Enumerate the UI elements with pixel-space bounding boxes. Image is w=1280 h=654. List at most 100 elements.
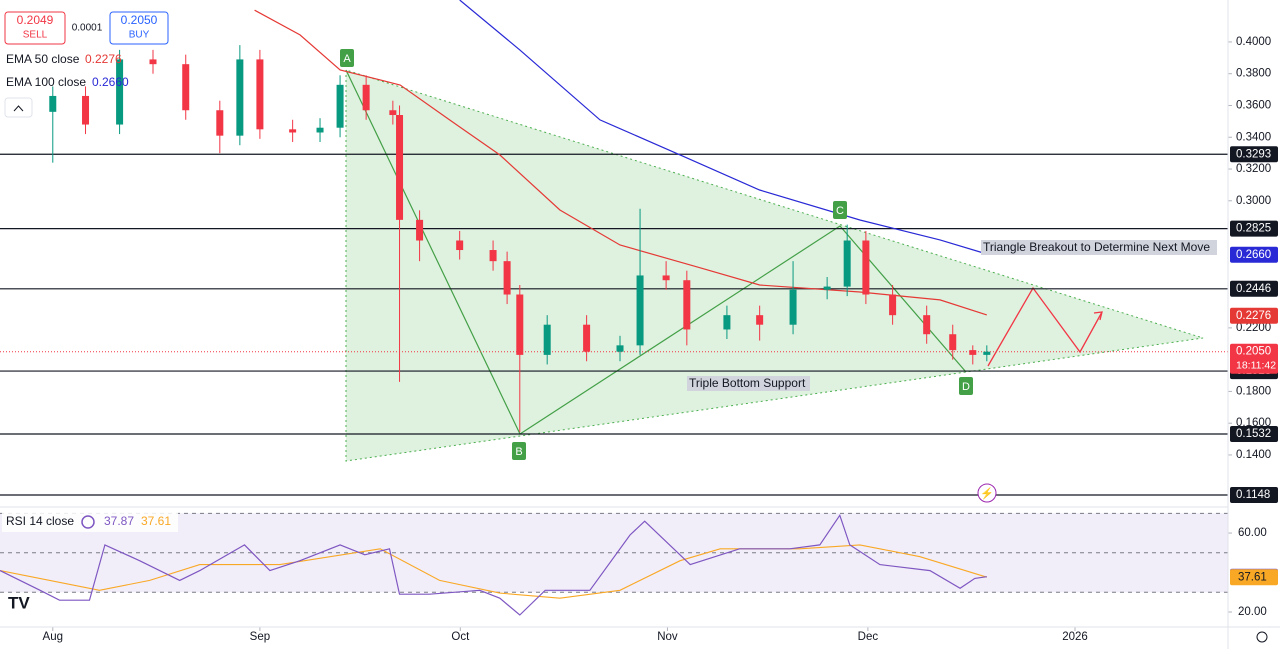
candle-body <box>616 345 624 352</box>
x-tick-label: Sep <box>250 631 270 643</box>
axis-label-box <box>1230 486 1278 503</box>
spread: 0.0001 <box>72 23 103 34</box>
candle-body <box>723 315 731 330</box>
axis-label-box <box>1230 569 1278 586</box>
candle-body <box>149 59 157 65</box>
pattern-point: B <box>515 446 522 458</box>
candle-body <box>182 64 190 111</box>
axis-label: 0.1532 <box>1236 428 1271 440</box>
ema-line <box>254 9 987 316</box>
axis-label: 0.2050 <box>1236 346 1271 358</box>
legend-name: EMA 100 close <box>6 75 86 89</box>
note-box <box>687 376 810 391</box>
event-icon[interactable] <box>977 483 997 503</box>
x-tick-label: Aug <box>43 631 63 643</box>
candle-body <box>756 315 764 325</box>
candle-body <box>82 95 90 125</box>
triangle-pattern <box>345 69 1204 462</box>
buy-button[interactable] <box>109 11 169 45</box>
candle-body <box>969 350 977 355</box>
event-icon-glyph[interactable]: ⚡ <box>980 487 994 500</box>
y-tick-label: 0.1800 <box>1236 385 1271 397</box>
collapse-button[interactable] <box>4 97 33 118</box>
buy-label[interactable]: BUY <box>129 30 150 41</box>
sell-label[interactable]: SELL <box>23 30 48 41</box>
candle-body <box>316 127 324 133</box>
rsi-icon[interactable] <box>81 515 95 529</box>
rsi-legend-bg <box>2 512 178 532</box>
pattern-point-box <box>833 201 847 219</box>
rsi-title: RSI 14 close <box>6 514 74 528</box>
pattern-point-box <box>512 442 526 460</box>
x-tick-label: Nov <box>657 631 678 643</box>
rsi-tick-label: 20.00 <box>1238 606 1267 618</box>
y-tick-label: 0.2200 <box>1236 322 1271 334</box>
projection-path <box>987 286 1103 367</box>
rsi-band <box>0 513 1228 593</box>
rsi-line <box>0 513 987 616</box>
rsi-tick-label: 60.00 <box>1238 527 1267 539</box>
pattern-point: D <box>962 381 970 393</box>
legend-value: 0.2276 <box>85 52 122 66</box>
candle-body <box>823 286 831 290</box>
candle-body <box>683 280 691 330</box>
y-tick-label: 0.3000 <box>1236 195 1271 207</box>
sell-price[interactable]: 0.2049 <box>17 13 54 27</box>
x-tick-label: 2026 <box>1062 631 1088 643</box>
collapse-icon[interactable] <box>13 105 24 112</box>
pattern-point: A <box>343 53 351 65</box>
candle-body <box>256 59 264 130</box>
axis-label-box <box>1230 146 1278 163</box>
y-tick-label: 0.3800 <box>1236 68 1271 80</box>
candle-body <box>949 334 957 351</box>
x-tick-label: Dec <box>858 631 879 643</box>
candle-body <box>236 59 244 136</box>
candle-body <box>116 59 124 125</box>
axis-label: 0.2660 <box>1236 249 1271 261</box>
rsi-legend-value: 37.87 <box>104 514 134 528</box>
candle-body <box>289 129 297 133</box>
pattern-point-box <box>959 377 973 395</box>
pattern-point-box <box>340 49 354 67</box>
axis-label-box <box>1230 343 1278 374</box>
y-tick-label: 0.3200 <box>1236 163 1271 175</box>
logo: TV <box>8 593 30 612</box>
axis-label-box <box>1230 246 1278 263</box>
ema-line <box>459 0 987 255</box>
rsi-ma-line <box>0 544 987 599</box>
candle-body <box>456 240 464 251</box>
axis-label: 0.2276 <box>1236 310 1271 322</box>
candle-body <box>543 324 551 355</box>
axis-label: 37.61 <box>1238 571 1267 583</box>
axis-label-box <box>1230 280 1278 297</box>
candle-body <box>216 110 224 136</box>
y-tick-label: 0.3600 <box>1236 100 1271 112</box>
rsi-legend-ma: 37.61 <box>141 514 171 528</box>
projection-arrow <box>1093 311 1103 321</box>
candle-body <box>889 294 897 316</box>
x-tick-label: Oct <box>451 631 470 643</box>
candle-body <box>862 240 870 295</box>
buy-price[interactable]: 0.2050 <box>121 13 158 27</box>
axis-label: 0.2825 <box>1236 223 1271 235</box>
candle-body <box>489 250 497 262</box>
y-tick-label: 0.3400 <box>1236 131 1271 143</box>
axis-label-box <box>1230 425 1278 442</box>
axis-label-box <box>1230 307 1278 324</box>
support-note: Triple Bottom Support <box>689 376 806 390</box>
candle-body <box>362 84 370 111</box>
abcd-path <box>345 69 967 435</box>
sell-button[interactable] <box>4 11 66 45</box>
settings-icon[interactable] <box>1256 631 1268 643</box>
candle-body <box>583 324 591 352</box>
axis-label: 0.3293 <box>1236 148 1271 160</box>
candle-body <box>389 110 397 116</box>
axis-label: 0.2446 <box>1236 283 1271 295</box>
countdown: 18:11:42 <box>1236 359 1276 371</box>
candle-body <box>843 240 851 287</box>
candle-body <box>336 84 344 128</box>
candle-body <box>789 289 797 325</box>
pattern-point: C <box>836 205 844 217</box>
candle-body <box>49 95 57 112</box>
